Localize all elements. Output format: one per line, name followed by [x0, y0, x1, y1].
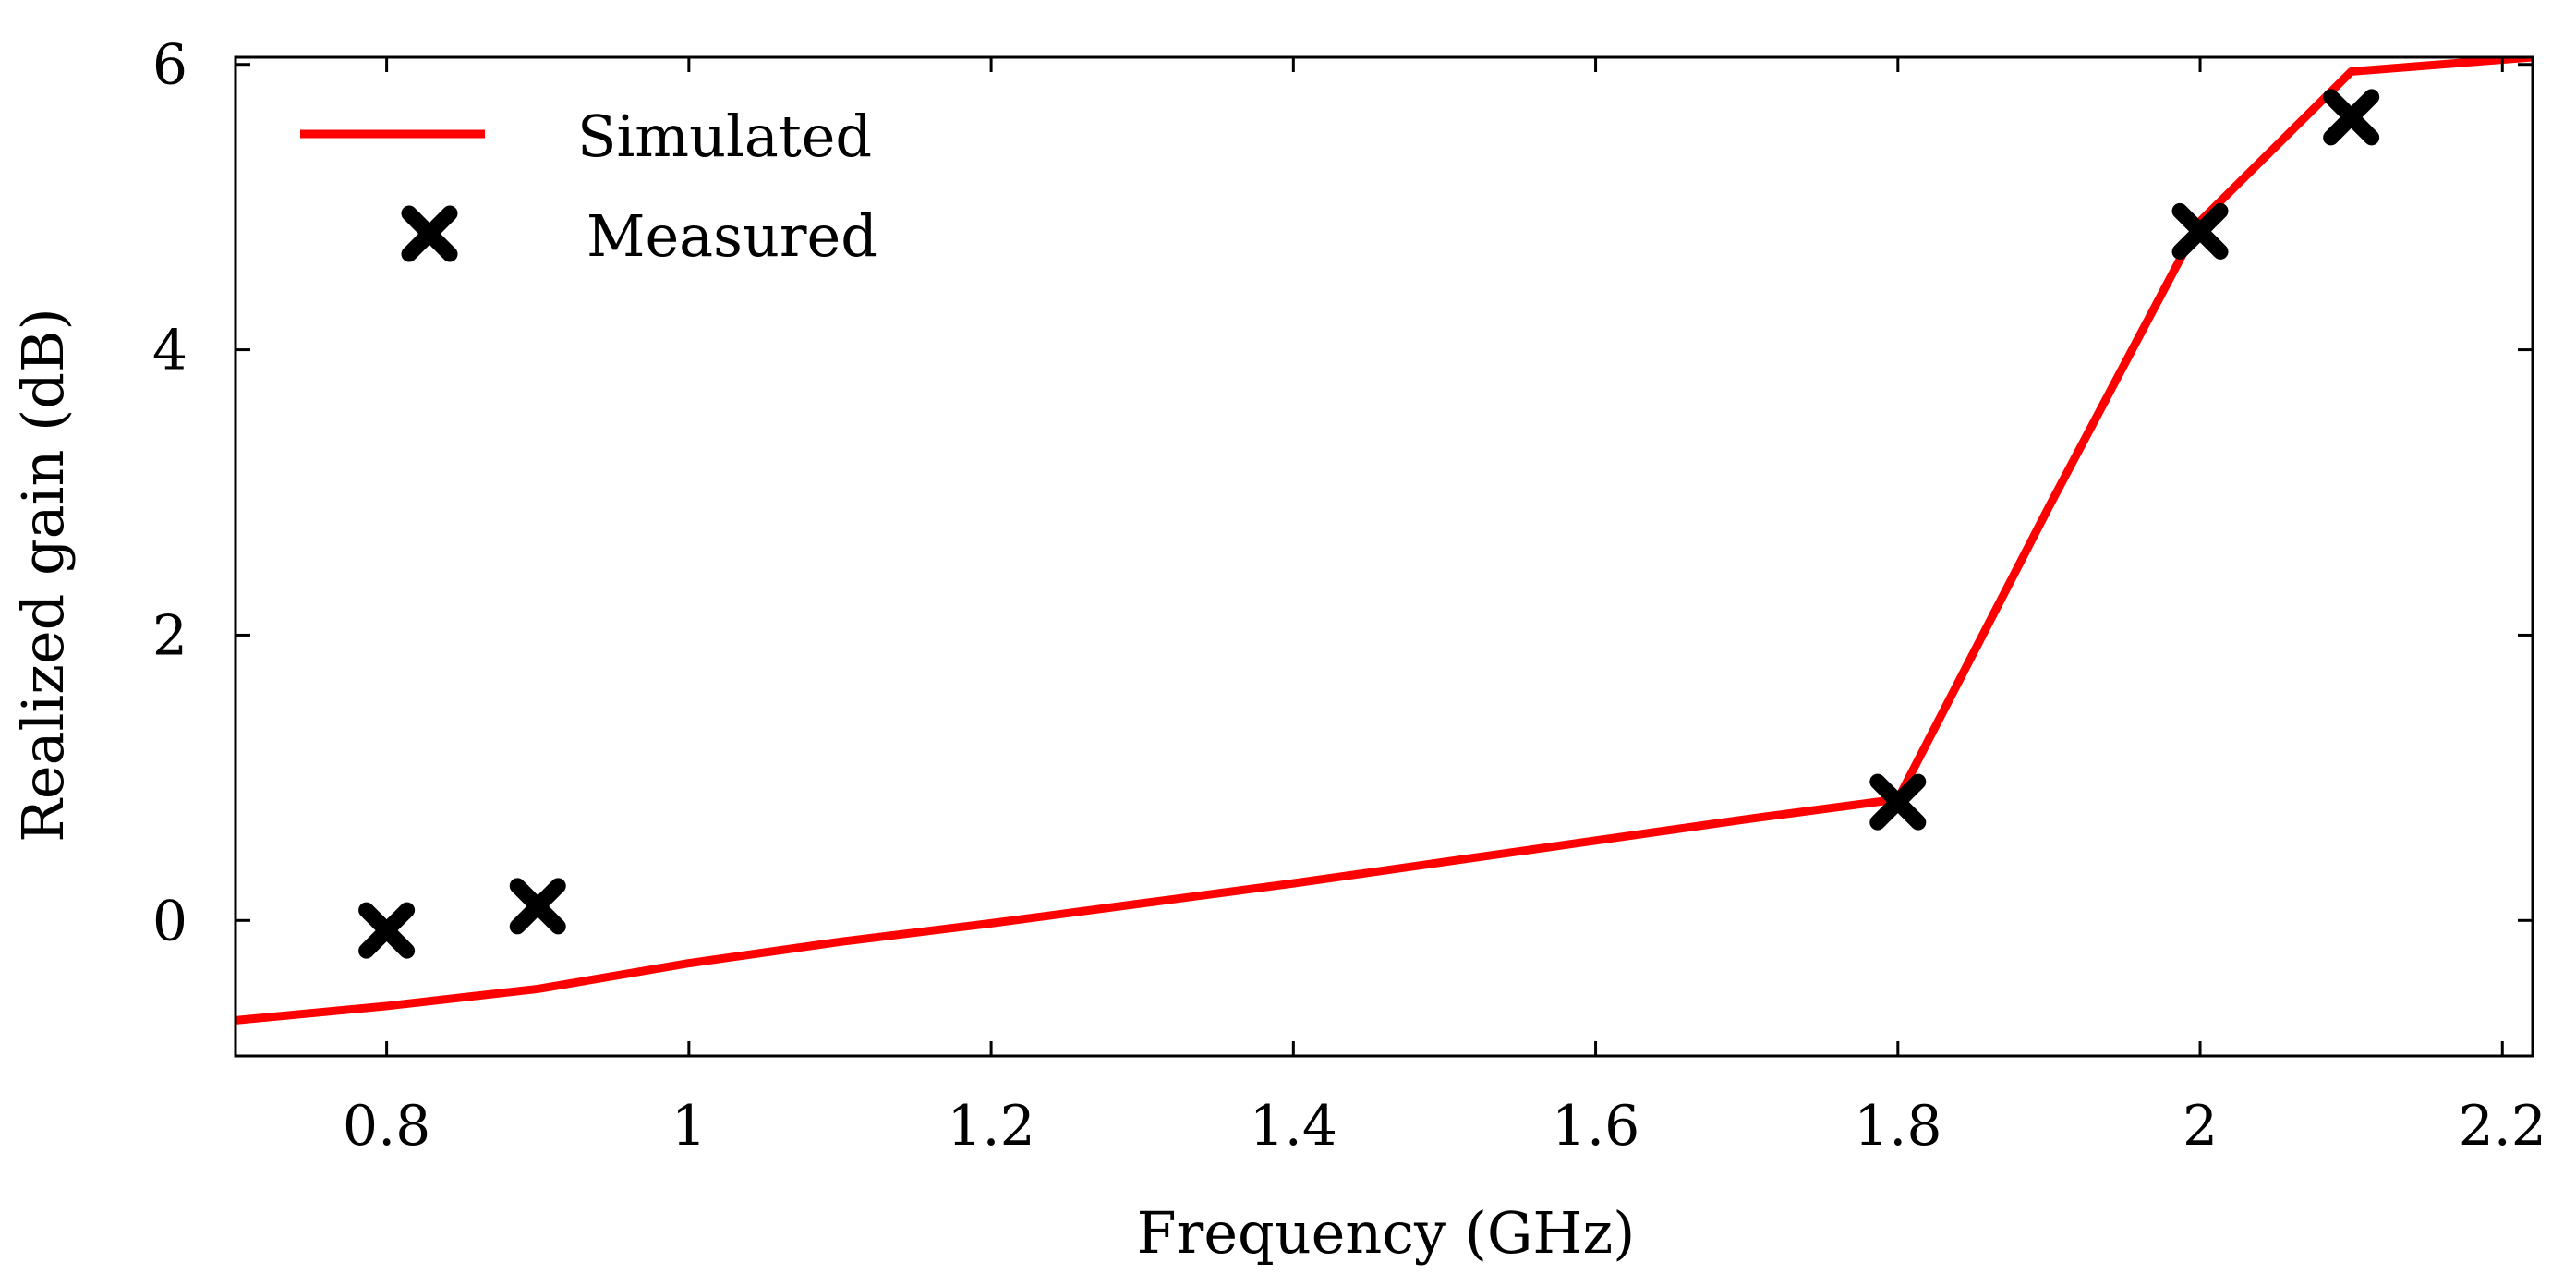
series-layer — [236, 57, 2533, 1025]
x-tick-label: 1.4 — [1250, 1094, 1337, 1159]
y-axis-label: Realized gain (dB) — [9, 308, 77, 843]
x-tick-label: 1.6 — [1552, 1094, 1639, 1159]
marker-stroke-b — [509, 878, 566, 935]
x-tick-label: 1 — [671, 1094, 707, 1159]
marker-stroke-b — [2323, 89, 2380, 146]
x-tick-label: 1.2 — [947, 1094, 1034, 1159]
plot-area — [236, 57, 2533, 1025]
measured-point-marker — [1869, 773, 1927, 831]
x-tick-label: 0.8 — [343, 1094, 430, 1159]
ticks: 0.8 1 1.2 1.4 1.6 1.8 2 2.2 0 2 4 6 — [152, 33, 2546, 1159]
x-tick-label: 2 — [2183, 1094, 2218, 1159]
measured-point-marker — [358, 902, 416, 959]
marker-stroke-b — [2171, 202, 2229, 260]
y-tick-label: 6 — [152, 33, 187, 98]
x-tick-label: 1.8 — [1854, 1094, 1941, 1159]
series-line-simulated — [236, 57, 2533, 1025]
measured-point-marker — [509, 878, 566, 935]
marker-stroke-b — [401, 205, 458, 262]
y-tick-label: 0 — [152, 889, 187, 953]
x-tick-label: 2.2 — [2459, 1094, 2546, 1159]
y-tick-label: 2 — [152, 603, 187, 668]
marker-stroke-b — [1869, 773, 1927, 831]
legend: Simulated Measured — [300, 103, 877, 270]
x-axis-label: Frequency (GHz) — [1137, 1199, 1636, 1267]
plot-frame — [234, 55, 2534, 1058]
measured-point-marker — [2171, 202, 2229, 260]
y-tick-label: 4 — [152, 319, 187, 383]
legend-measured-marker — [401, 205, 458, 262]
marker-stroke-b — [358, 902, 416, 959]
legend-simulated-label: Simulated — [577, 103, 872, 170]
legend-measured-label: Measured — [587, 202, 877, 270]
measured-point-marker — [2323, 89, 2380, 146]
plot-frame-rect — [234, 55, 2534, 1058]
